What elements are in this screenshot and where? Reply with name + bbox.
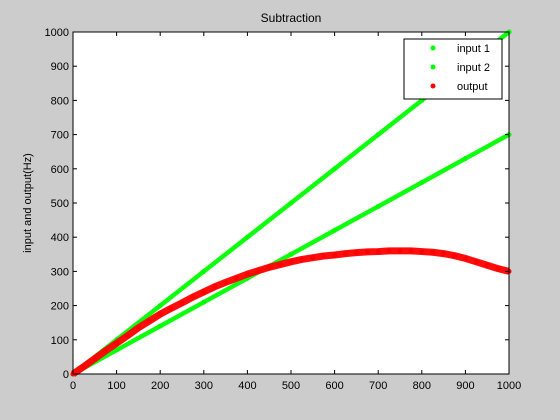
legend-marker [430,83,436,89]
data-point [430,249,436,255]
data-point [452,253,457,259]
x-tick-label: 1000 [497,380,521,392]
data-point [397,248,403,254]
data-point [266,264,272,270]
data-point [484,262,490,268]
data-point [212,284,218,290]
data-point [408,248,414,254]
data-point [114,340,120,346]
data-point [179,300,185,306]
series-input-2 [70,132,512,377]
data-point [419,249,425,255]
y-tick-label: 400 [51,232,69,244]
data-point [332,252,338,258]
data-point [244,234,250,240]
data-point [495,266,501,272]
legend-marker [430,64,436,70]
legend-box [403,38,503,100]
data-point [321,253,327,259]
series-output [70,247,512,377]
data-point [332,227,338,233]
data-point [473,259,479,265]
data-point [375,203,381,209]
y-tick-label: 800 [51,95,69,107]
data-point [332,166,338,172]
data-point [353,250,359,256]
data-point [277,262,283,268]
data-point [288,259,294,265]
legend-label: input 2 [457,62,490,74]
data-point [386,248,392,254]
y-tick-label: 300 [51,266,69,278]
legend-marker [430,45,436,51]
x-tick-label: 300 [195,380,213,392]
data-point [201,289,207,295]
y-tick-label: 1000 [45,27,69,39]
y-tick-label: 100 [51,335,69,347]
y-tick-label: 500 [51,198,69,210]
y-axis: 0 100 200 300 400 500 600 700 800 900 1000 [45,27,509,381]
y-tick-label: 0 [63,369,69,381]
data-point [310,255,316,261]
y-tick-label: 200 [51,301,69,313]
x-tick-label: 900 [456,380,474,392]
data-point [375,249,381,255]
y-tick-label: 600 [51,164,69,176]
y-axis-label: input and output(Hz) [22,153,34,253]
data-point [343,251,348,257]
x-tick-label: 400 [238,380,256,392]
legend-label: output [457,81,488,93]
data-point [201,299,207,305]
x-tick-label: 600 [325,380,343,392]
chart-title: Subtraction [261,11,322,25]
legend: input 1 input 2 output [403,38,503,100]
data-point [125,333,130,339]
x-axis: 0 100 200 300 400 500 600 700 800 900 1000 [70,32,521,392]
data-point [419,179,425,185]
data-point [157,323,163,329]
data-point [255,268,261,274]
x-tick-label: 800 [413,380,431,392]
x-tick-label: 200 [151,380,169,392]
data-point [375,132,381,138]
y-tick-label: 700 [51,130,69,142]
data-point [201,268,207,274]
legend-label: input 1 [457,43,490,55]
data-point [190,294,196,300]
data-point [168,305,174,311]
x-tick-label: 500 [282,380,300,392]
data-point [288,200,294,206]
data-point [441,251,447,257]
x-tick-label: 0 [70,380,76,392]
data-point [234,275,239,281]
data-point [114,347,120,353]
data-point [462,156,468,162]
data-point [299,256,305,262]
data-point [157,311,163,317]
data-point [223,279,229,285]
data-point [364,249,370,255]
x-tick-label: 100 [107,380,125,392]
data-point [146,318,152,324]
data-point [244,271,250,277]
data-point [462,255,468,261]
data-point [81,363,87,369]
data-point [157,303,163,309]
y-tick-label: 900 [51,61,69,73]
data-point [288,251,294,257]
data-point [103,348,109,354]
data-point [92,356,98,362]
x-tick-label: 700 [369,380,387,392]
data-point [135,325,141,331]
